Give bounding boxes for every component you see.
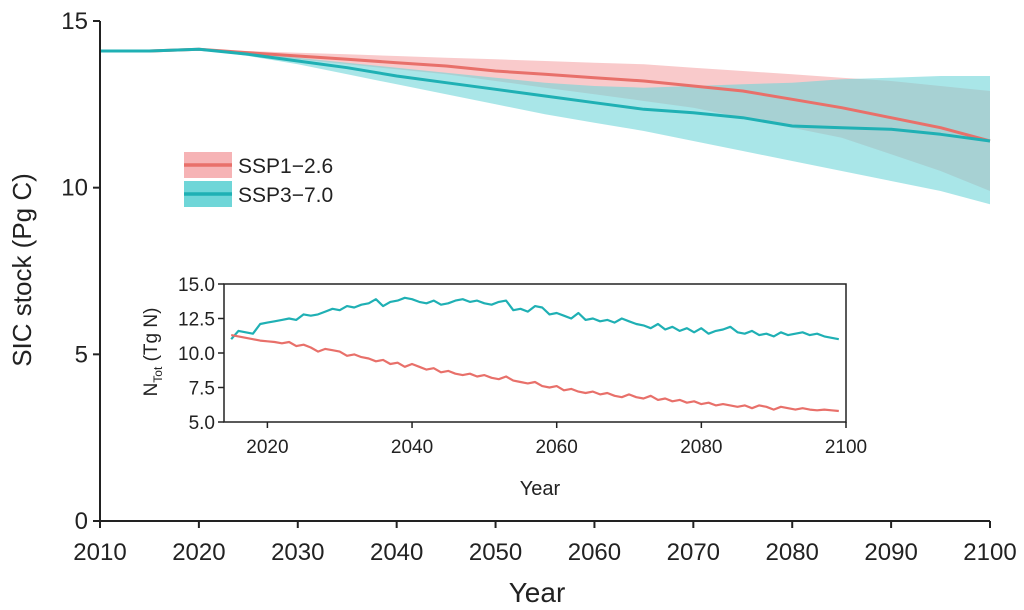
- legend-label-ssp1: SSP1−2.6: [238, 155, 333, 178]
- band-series-1: [100, 49, 990, 205]
- inset-background: [223, 283, 847, 423]
- main-x-tick-label: 2020: [172, 539, 225, 566]
- inset-lines: [230, 296, 840, 413]
- main-lines: [100, 47, 991, 143]
- inset-y-label-unit: (Tg N): [141, 308, 162, 367]
- main-chart: 2010 2020 2030 2040 2050 2060 2070 2080 2090 2100…: [7, 8, 1017, 608]
- main-y-axis-label: SIC stock (Pg C): [7, 173, 37, 367]
- inset-chart: 2020 2040 2060 2080 2100 5.07.510.012.515.0 …: [141, 275, 867, 500]
- main-x-tick-label: 2010: [73, 539, 126, 566]
- main-x-tick-label: 2060: [568, 539, 621, 566]
- inset-x-tick-label: 2020: [246, 437, 288, 458]
- inset-x-tick-label: 2080: [680, 437, 722, 458]
- main-x-tick-label: 2080: [766, 539, 819, 566]
- inset-y-tick-label: 7.5: [189, 379, 215, 400]
- main-x-tick-label: 2040: [370, 539, 423, 566]
- inset-y-ticks: 5.0 7.5 10.0 12.5 15.0: [178, 275, 224, 434]
- inset-line-series-1: [231, 334, 839, 413]
- main-x-tick-label: 2100: [963, 539, 1016, 566]
- inset-x-axis-label: Year: [520, 478, 561, 500]
- inset-y-tick-label: 10.0: [178, 344, 215, 365]
- inset-y-label-sub: Tot: [151, 366, 165, 383]
- inset-y-axis-label: NTot (Tg N): [141, 308, 165, 397]
- main-x-ticks: 2010 2020 2030 2040 2050 2060 2070 2080 2090 2100: [73, 521, 1017, 566]
- inset-y-label-main: N: [141, 383, 162, 397]
- main-x-axis-label: Year: [509, 577, 566, 608]
- inset-x-tick-label: 2100: [825, 437, 867, 458]
- main-y-ticks: 0 5 10 15: [61, 8, 100, 535]
- inset-y-tick-label: 12.5: [178, 310, 215, 331]
- line-series-1: [100, 47, 991, 143]
- inset-y-tick-label: 5.0: [189, 413, 215, 434]
- line-series-0: [100, 47, 991, 143]
- main-y-tick-label: 5: [75, 341, 88, 368]
- main-bands: [100, 49, 990, 205]
- inset-x-tick-label: 2060: [536, 437, 578, 458]
- main-x-tick-label: 2030: [271, 539, 324, 566]
- inset-line-series-0: [230, 296, 840, 341]
- main-x-tick-label: 2090: [864, 539, 917, 566]
- inset-x-tick-label: 2040: [391, 437, 433, 458]
- legend-label-ssp3: SSP3−7.0: [238, 184, 333, 207]
- main-x-tick-label: 2070: [667, 539, 720, 566]
- main-axes: [99, 21, 990, 522]
- main-y-tick-label: 10: [61, 175, 88, 202]
- inset-y-tick-label: 15.0: [178, 275, 215, 296]
- main-y-tick-label: 0: [75, 508, 88, 535]
- main-x-tick-label: 2050: [469, 539, 522, 566]
- main-y-tick-label: 15: [61, 8, 88, 35]
- legend: SSP1−2.6 SSP3−7.0: [184, 152, 333, 207]
- inset-x-ticks: 2020 2040 2060 2080 2100: [246, 422, 867, 458]
